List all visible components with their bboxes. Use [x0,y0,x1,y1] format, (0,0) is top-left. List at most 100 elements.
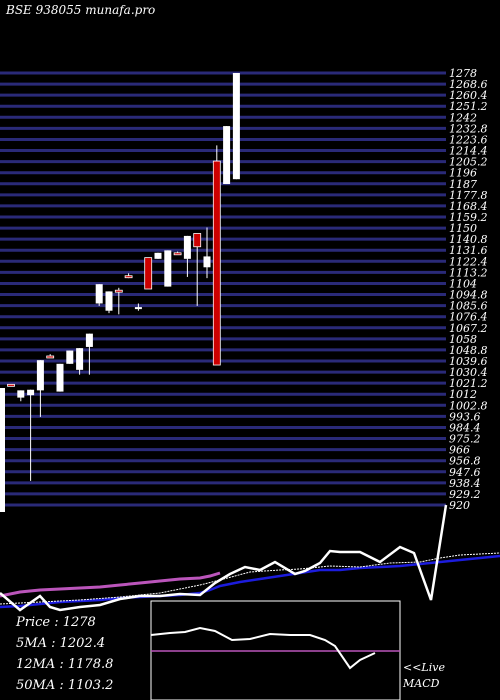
candle [203,227,211,279]
price-axis-label: 1058 [449,333,477,346]
candlesticks [7,73,240,481]
price-axis-label: 1085.6 [449,300,488,313]
price-axis-label: 984.4 [449,421,481,434]
price-axis-label: 1131.6 [449,244,488,257]
candle-body [223,126,231,185]
price-axis-label: 1067.2 [449,322,488,335]
candle [173,251,182,256]
candle-body [76,348,84,370]
ma-slow-line [0,554,500,609]
price-axis-labels: 12781268.61260.41251.212421232.81223.612… [449,67,488,512]
macd-label: MACD [403,677,440,690]
candle-body [173,252,182,256]
candle-body [56,363,64,392]
candle-body [212,160,221,366]
candle [27,389,35,481]
price-axis-label: 1214.4 [449,145,488,158]
candle [144,257,153,290]
candle-body [114,289,123,293]
price-axis-label: 1260.4 [449,89,488,102]
price-axis-label: 1278 [449,67,477,80]
price-axis-label: 1177.8 [449,189,488,202]
candle [76,348,84,375]
price-axis-label: 1048.8 [449,344,488,357]
candle [46,354,55,359]
price-axis-label: 1187 [449,178,477,191]
candle-body [232,73,240,180]
candle [17,390,25,402]
indicator-panel [0,504,500,612]
candle-body [95,284,103,304]
candle-body [85,333,93,347]
price-axis-label: 1002.8 [449,399,488,412]
candle [134,303,142,311]
price-axis-label: 966 [449,444,470,457]
stat-price: Price : 1278 [16,615,96,630]
price-axis-label: 1076.4 [449,311,488,324]
price-axis-label: 1113.2 [449,266,488,279]
candle-body [105,291,113,311]
candle [212,145,221,366]
ma-white-thin [0,552,500,605]
price-axis-label: 1196 [449,167,477,180]
candle-body [36,360,44,391]
candle [232,73,240,180]
candle [124,273,133,279]
candle-body [203,256,211,268]
price-axis-label: 1242 [449,111,477,124]
price-axis-label: 975.2 [449,433,481,446]
candle [154,252,162,259]
live-label: <<Live [403,661,445,674]
price-axis-label: 1122.4 [449,255,488,268]
ma-fast-line [0,571,221,598]
candle [223,126,231,185]
price-axis-label: 993.6 [449,410,481,423]
candle [95,284,103,306]
price-axis-label: 1205.2 [449,156,488,169]
left-edge-bar [0,388,5,512]
price-line [0,504,448,612]
price-axis-label: 938.4 [449,477,481,490]
macd-caption: <<Live MACD [403,660,445,692]
price-axis-label: 1012 [449,388,477,401]
candle-body [46,355,55,359]
candle [85,333,93,375]
candle-body [124,275,133,279]
price-axis-label: 1104 [449,277,477,290]
macd-line [150,626,376,670]
gridlines [0,71,446,512]
stats-block: Price : 1278 5MA : 1202.4 12MA : 1178.8 … [16,612,113,696]
candle [7,383,15,387]
price-axis-label: 1251.2 [449,100,488,113]
candle-body [144,257,153,290]
price-axis-label: 1039.6 [449,355,488,368]
candle-body [17,390,25,398]
candle [105,291,113,314]
price-axis-label: 1268.6 [449,78,488,91]
price-axis-label: 1159.2 [449,211,488,224]
price-axis-label: 956.8 [449,455,481,468]
price-axis-label: 1094.8 [449,289,488,302]
candle [36,360,44,417]
price-axis-label: 1140.8 [449,233,488,246]
stat-50ma: 50MA : 1103.2 [16,678,114,693]
candle-body [164,250,172,287]
price-axis-label: 1030.4 [449,366,488,379]
price-axis-label: 947.6 [449,466,481,479]
candle-body [27,389,35,396]
price-axis-label: 1168.4 [449,200,488,213]
macd-panel [150,600,401,700]
stat-5ma: 5MA : 1202.4 [16,636,106,651]
price-axis-label: 1150 [449,222,477,235]
candle-body [134,307,142,310]
stat-12ma: 12MA : 1178.8 [16,657,114,672]
candle-body [66,350,74,364]
candle [164,250,172,287]
candle-body [154,252,162,259]
price-axis-label: 1021.2 [449,377,488,390]
chart-title: BSE 938055 munafa.pro [6,3,156,17]
candle [183,235,191,277]
price-axis-label: 920 [449,499,470,512]
candle [114,287,123,315]
